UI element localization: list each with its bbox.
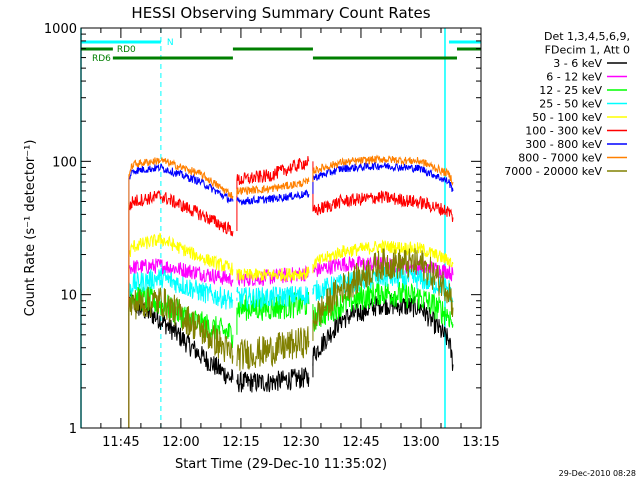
series-line xyxy=(128,258,234,287)
flag-label-n: N xyxy=(167,38,174,48)
legend-entry: 25 - 50 keV xyxy=(539,98,602,111)
flag-label-rd6: RD6 xyxy=(92,54,111,64)
series-line xyxy=(236,291,310,321)
series-line xyxy=(128,163,234,204)
series-line xyxy=(312,154,454,186)
legend-entry: 7000 - 20000 keV xyxy=(504,165,602,178)
x-tick-label: 12:15 xyxy=(222,435,259,450)
legend-entry: 12 - 25 keV xyxy=(539,84,602,97)
y-axis-label: Count Rate (s⁻¹ detector⁻¹) xyxy=(23,140,38,317)
series-line xyxy=(312,248,454,330)
series-line xyxy=(236,285,310,311)
x-tick-label: 12:00 xyxy=(162,435,199,450)
x-tick-label: 11:45 xyxy=(102,435,139,450)
series-line xyxy=(236,326,310,371)
legend-header: Det 1,3,4,5,6,9, xyxy=(544,30,630,43)
series-line xyxy=(128,232,234,276)
legend-entry: 300 - 800 keV xyxy=(525,138,602,151)
legend-header: FDecim 1, Att 0 xyxy=(545,44,630,57)
y-tick-label: 100 xyxy=(52,155,77,170)
x-axis-label: Start Time (29-Dec-10 11:35:02) xyxy=(175,457,387,472)
plot-frame xyxy=(80,27,482,429)
series-line xyxy=(312,190,454,222)
y-tick-label: 1 xyxy=(69,422,77,437)
series-line xyxy=(128,157,234,200)
legend-entry: 6 - 12 keV xyxy=(546,71,602,84)
series-line xyxy=(312,279,454,332)
series-line xyxy=(312,239,454,270)
x-tick-label: 13:00 xyxy=(402,435,439,450)
chart-title: HESSI Observing Summary Count Rates xyxy=(131,4,430,22)
series-line xyxy=(128,286,234,364)
series-line xyxy=(128,267,234,310)
flag-label-rd0: RD0 xyxy=(117,45,136,55)
legend-entry: 800 - 7000 keV xyxy=(518,152,602,165)
legend-entry: 100 - 300 keV xyxy=(525,125,602,138)
y-tick-label: 1000 xyxy=(44,22,77,37)
series-line xyxy=(236,367,310,393)
series-line xyxy=(236,156,310,185)
series-line xyxy=(312,266,454,303)
series-line xyxy=(128,189,234,237)
series-line xyxy=(236,266,310,283)
x-tick-label: 13:15 xyxy=(462,435,499,450)
x-tick-label: 12:30 xyxy=(282,435,319,450)
x-tick-label: 12:45 xyxy=(342,435,379,450)
legend-entry: 3 - 6 keV xyxy=(553,57,602,70)
legend-entry: 50 - 100 keV xyxy=(532,111,602,124)
timestamp: 29-Dec-2010 08:28 xyxy=(559,469,636,478)
y-tick-label: 10 xyxy=(60,289,77,304)
series-line xyxy=(312,161,454,192)
series-line xyxy=(236,189,310,206)
series-line xyxy=(236,176,310,196)
